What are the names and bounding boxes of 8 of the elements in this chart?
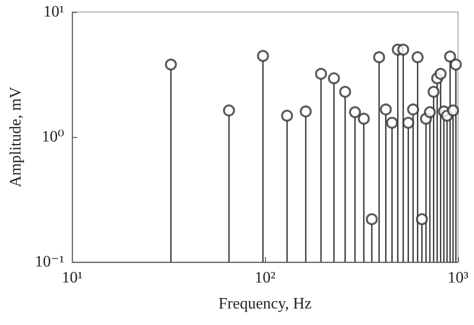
y-tick-label: 10¹ [43, 4, 64, 20]
y-tick-label: 10⁻¹ [34, 254, 64, 270]
x-axis-title: Frequency, Hz [218, 296, 312, 312]
x-tick-label: 10² [254, 270, 276, 286]
y-tick-label: 10⁰ [42, 128, 64, 146]
x-tick-label: 10³ [448, 270, 469, 286]
y-axis-title: Amplitude, mV [8, 86, 24, 188]
x-tick-label: 10¹ [62, 270, 83, 286]
